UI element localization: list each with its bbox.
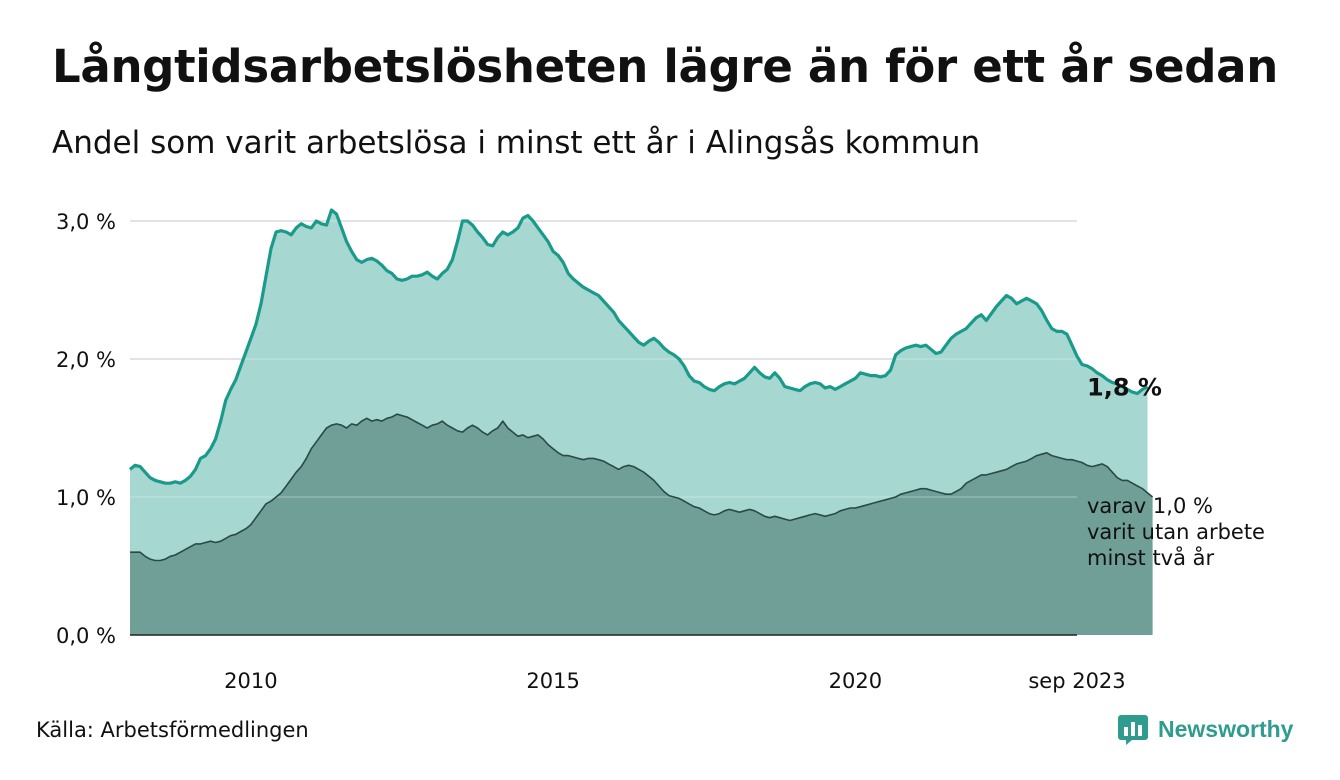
two-year-end-label: varav 1,0 % varit utan arbete minst två … bbox=[1087, 494, 1272, 570]
y-tick-label: 1,0 % bbox=[56, 486, 116, 510]
line-total bbox=[128, 208, 1149, 485]
y-tick-label: 2,0 % bbox=[56, 348, 116, 372]
x-tick-label: 2010 bbox=[224, 669, 277, 693]
brand-logo[interactable]: Newsworthy bbox=[1118, 713, 1293, 745]
y-axis-ticks: 0,0 % 1,0 % 2,0 % 3,0 % bbox=[56, 210, 116, 648]
two-year-label-line-2: varit utan arbete bbox=[1087, 520, 1265, 544]
area-chart: 0,0 % 1,0 % 2,0 % 3,0 % 2010 2015 2020 sep 202… bbox=[56, 208, 1272, 693]
two-year-label-line-3: minst två år bbox=[1087, 545, 1215, 570]
brand-name: Newsworthy bbox=[1158, 715, 1294, 742]
x-tick-label: sep 2023 bbox=[1028, 669, 1125, 693]
area-two-years bbox=[130, 414, 1153, 635]
newsworthy-logo-icon bbox=[1118, 715, 1148, 745]
y-tick-label: 0,0 % bbox=[56, 624, 116, 648]
total-end-label: 1,8 % bbox=[1087, 374, 1162, 402]
line-two-years bbox=[130, 413, 1154, 562]
y-tick-label: 3,0 % bbox=[56, 210, 116, 234]
chart-subtitle: Andel som varit arbetslösa i minst ett å… bbox=[52, 125, 981, 161]
x-axis-ticks: 2010 2015 2020 sep 2023 bbox=[224, 669, 1125, 693]
x-tick-label: 2015 bbox=[526, 669, 579, 693]
x-tick-label: 2020 bbox=[829, 669, 882, 693]
chart-title: Långtidsarbetslösheten lägre än för ett … bbox=[52, 40, 1278, 93]
two-year-label-line-1: varav 1,0 % bbox=[1087, 494, 1213, 518]
source-note: Källa: Arbetsförmedlingen bbox=[36, 718, 309, 742]
